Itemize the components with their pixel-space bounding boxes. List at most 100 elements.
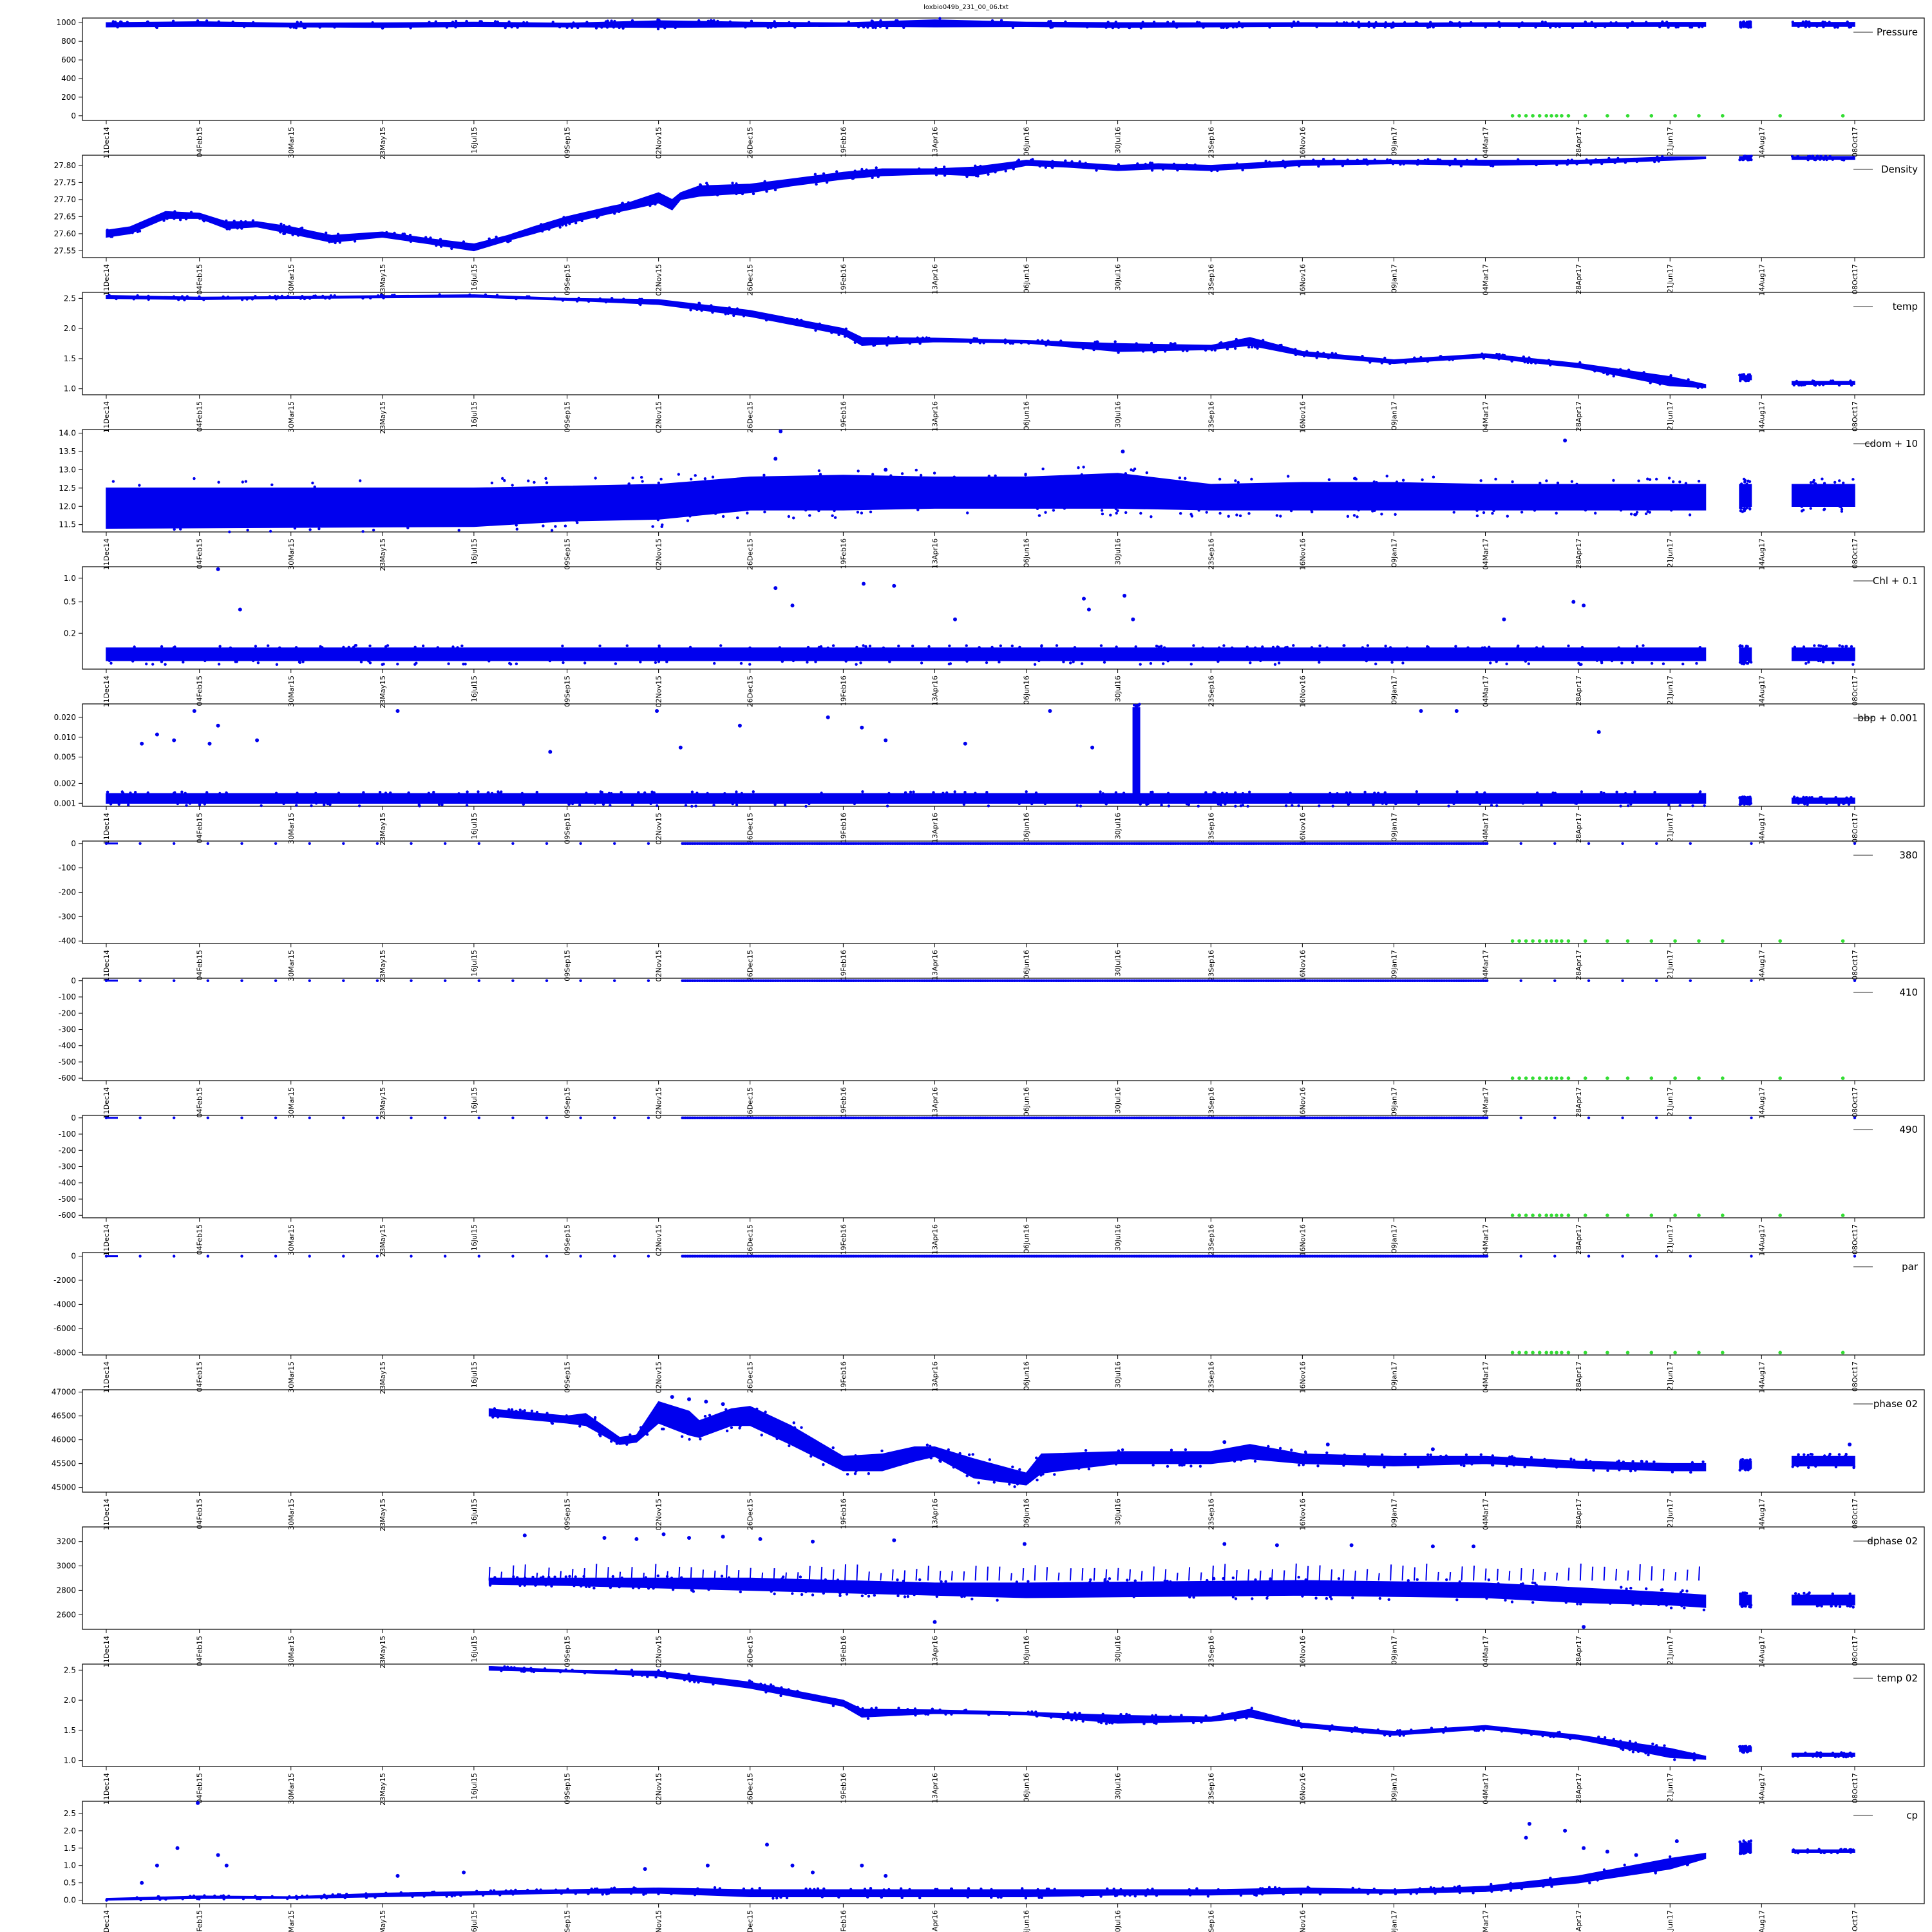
x-tick-label: 08Oct17 [1851,676,1859,706]
data-point [509,239,512,242]
data-point [1122,791,1126,795]
data-point [1690,1461,1694,1464]
data-point [1131,617,1135,621]
data-point [886,26,889,30]
data-point [1385,475,1388,478]
data-point [1740,482,1743,486]
data-point [547,227,551,231]
data-point [781,1577,784,1580]
x-tick-label: 04Mar17 [1481,1224,1490,1256]
data-point [1689,1116,1692,1120]
data-point [1050,1716,1053,1719]
plot-frame [82,1663,1925,1767]
data-point [308,1116,311,1120]
data-point [1747,158,1750,162]
flag-point [1517,939,1521,943]
data-spike [963,1571,965,1581]
data-point [952,475,956,478]
data-point [173,1255,176,1258]
data-point [859,661,862,665]
y-tick-label: 0 [71,111,76,120]
x-tick-label: 16Nov16 [1298,950,1307,981]
x-tick-label: 09Jan17 [1390,1773,1398,1802]
y-tick-label: 2.5 [64,1665,76,1674]
data-point [1135,703,1139,707]
data-point [1231,646,1234,650]
data-point [1101,512,1104,516]
data-point [1251,345,1254,349]
flag-point [1566,1350,1571,1355]
flag-point [1566,114,1571,118]
data-series-1 [1738,795,1753,806]
data-point [1419,709,1423,713]
data-point [204,659,207,663]
x-tick-label: 04Feb15 [196,127,204,157]
data-point [299,21,303,24]
data-point [1448,164,1452,167]
data-point [1013,1485,1016,1488]
x-tick-label: 21Jun17 [1666,1224,1674,1253]
x-tick-label: 23May15 [379,1087,387,1120]
x-tick-label: 30Mar15 [287,1224,296,1256]
flag-point [1649,1213,1654,1217]
data-point [602,1536,607,1540]
data-point [1297,1575,1300,1579]
data-point [574,1575,577,1578]
data-point [613,979,616,983]
data-point [1327,356,1330,360]
data-point [1584,509,1587,512]
data-point [838,1591,842,1595]
data-point [1667,803,1671,807]
data-point [1139,26,1143,30]
data-point [438,293,441,296]
data-point [1617,646,1620,649]
data-point [371,21,374,24]
x-tick-label: 28Apr17 [1575,1499,1583,1529]
data-point [325,231,328,234]
data-point [1022,1542,1027,1546]
x-tick-label: 23May15 [379,127,387,160]
y-tick-label: 0.020 [54,713,76,722]
data-point [780,1686,783,1689]
data-point [1680,1604,1683,1607]
data-point [1610,659,1614,663]
flag-point [1583,939,1587,943]
data-point [1520,511,1524,514]
data-point [522,1666,526,1670]
data-point [1628,1739,1632,1743]
data-point [571,802,574,806]
data-point [1388,1734,1392,1738]
data-spike [642,1573,645,1581]
data-point [985,661,989,665]
x-tick-label: 16Nov16 [1298,127,1307,158]
data-point [577,296,580,300]
data-point [1530,1455,1533,1459]
data-point [184,791,187,795]
data-point [781,659,784,663]
data-point [918,167,921,171]
data-point [847,21,851,24]
data-point [1695,661,1698,665]
x-tick-label: 06Jun16 [1023,264,1031,293]
data-point [1836,26,1839,29]
data-point [1234,1597,1238,1600]
data-point [1567,644,1570,648]
data-point [933,471,936,475]
flag-point [1583,1076,1587,1080]
data-point [553,296,556,299]
data-point [639,660,642,664]
data-point [313,485,316,489]
data-point [1073,646,1077,649]
data-point [1383,791,1387,795]
data-point [974,174,978,178]
data-point [1289,509,1293,513]
data-point [1613,161,1616,164]
x-tick-label: 21Jun17 [1666,264,1674,293]
data-point [511,1255,515,1258]
data-point [1367,1464,1370,1468]
data-point [1325,1596,1329,1600]
data-point [1580,663,1583,666]
data-point [1235,162,1239,166]
data-point [1823,482,1826,485]
